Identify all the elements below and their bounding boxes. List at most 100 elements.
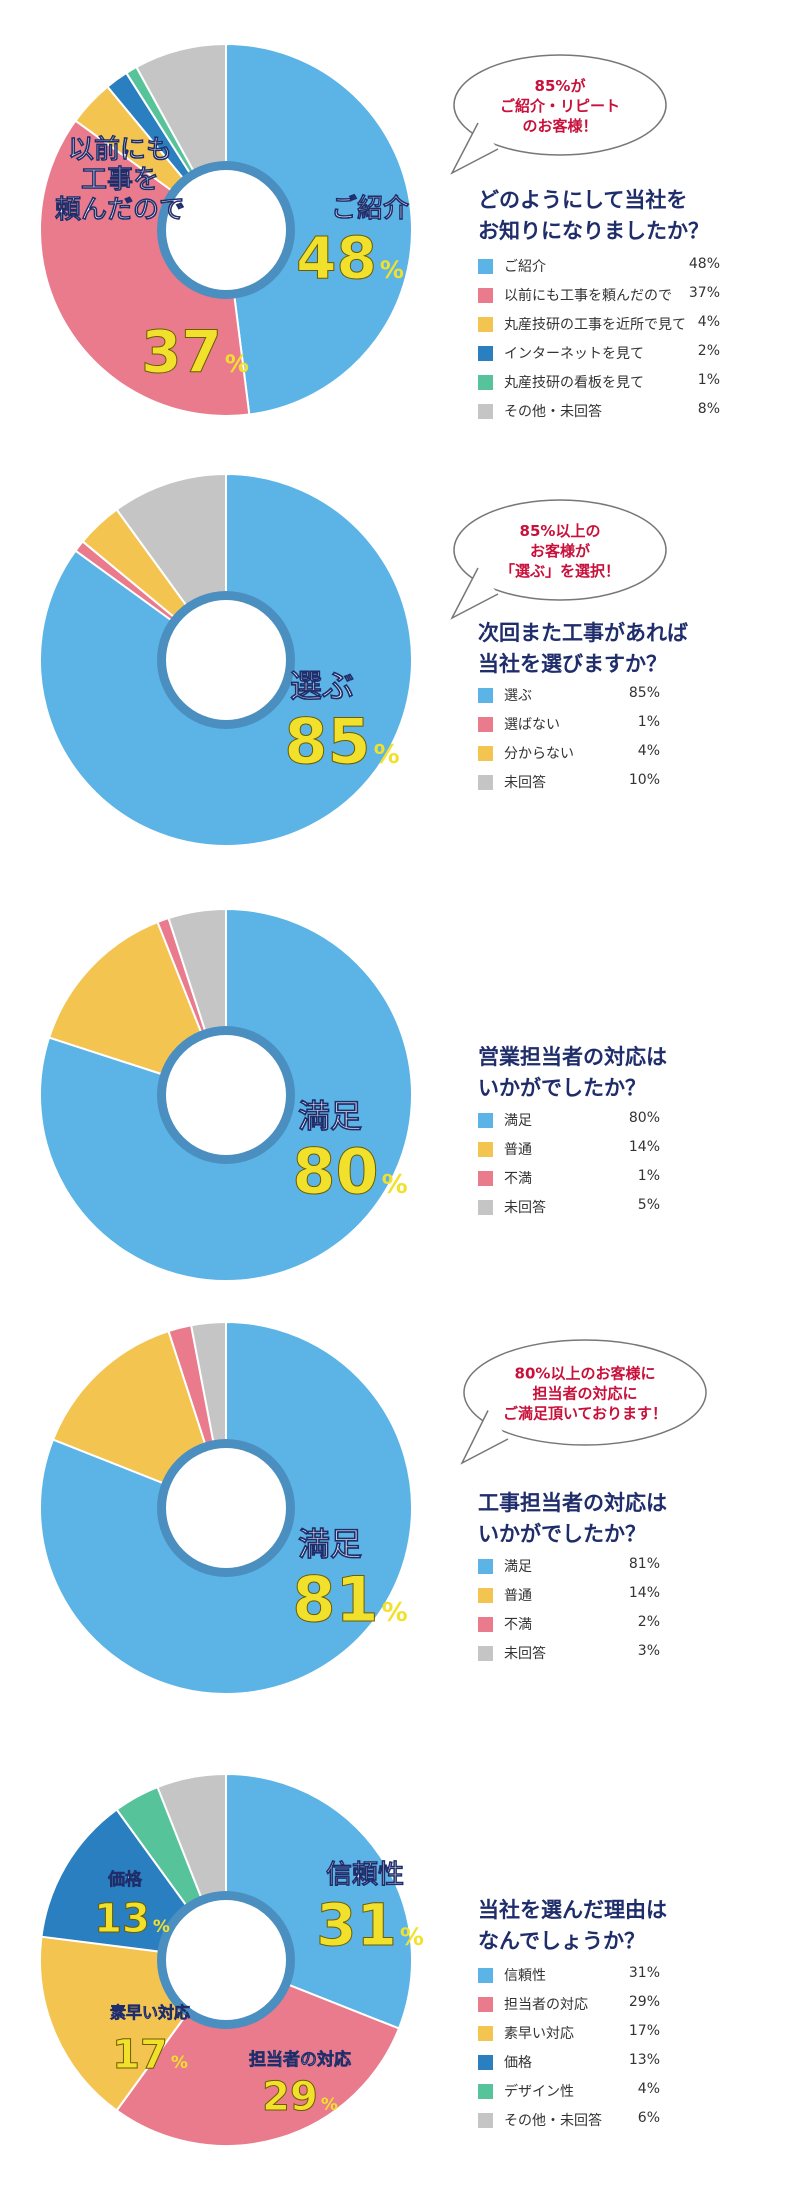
legend-swatch <box>478 2055 493 2070</box>
speech-bubble-text: 「選ぶ」を選択！ <box>500 562 620 580</box>
question-title-line: 営業担当者の対応は <box>478 1045 667 1069</box>
legend-label: 未回答 <box>504 1646 546 1662</box>
legend-label: 不満 <box>504 1171 532 1187</box>
legend-swatch <box>478 2026 493 2041</box>
legend-swatch <box>478 1113 493 1128</box>
legend-swatch <box>478 1588 493 1603</box>
legend-value: 14% <box>628 1585 660 1601</box>
question-title: 工事担当者の対応は いかがでしたか？ <box>478 1488 667 1550</box>
speech-bubble-tail <box>460 1410 509 1465</box>
question-title-line: いかがでしたか？ <box>478 1522 646 1546</box>
legend-swatch <box>478 346 493 361</box>
legend-label: 未回答 <box>504 775 546 791</box>
legend-swatch <box>478 2113 493 2128</box>
callout-label: 以前にも <box>68 134 172 165</box>
speech-bubble-text: のお客様！ <box>522 117 597 135</box>
legend-label: その他・未回答 <box>504 2113 602 2129</box>
speech-bubble-tail <box>450 122 499 175</box>
callout-value: 48% <box>296 224 404 292</box>
legend-label: 丸産技研の工事を近所で見て <box>504 317 686 333</box>
legend-label: 選ぶ <box>504 688 532 704</box>
legend-swatch <box>478 1171 493 1186</box>
speech-bubble-text: ご満足頂いております！ <box>503 1405 667 1423</box>
donut-inner-ring <box>157 1026 295 1164</box>
legend-value: 14% <box>628 1139 660 1155</box>
question-title: 営業担当者の対応は いかがでしたか？ <box>478 1042 667 1104</box>
callout-label: 担当者の対応 <box>249 2049 351 2070</box>
question-title-line: 工事担当者の対応は <box>478 1491 667 1515</box>
legend-label: 不満 <box>504 1617 532 1633</box>
legend-label: 素早い対応 <box>504 2026 574 2042</box>
pie-slice-丸産技研の看板を見て <box>124 65 227 231</box>
legend-swatch <box>478 259 493 274</box>
question-title: 当社を選んだ理由は なんでしょうか？ <box>478 1895 667 1957</box>
legend-value: 13% <box>628 2052 660 2068</box>
speech-bubble-text: 85%以上の <box>520 522 601 540</box>
pie-slice-以前にも工事を頼んだので <box>39 119 251 417</box>
legend-value: 4% <box>637 2081 660 2097</box>
legend-label: 満足 <box>504 1559 532 1575</box>
legend-value: 1% <box>697 372 720 388</box>
legend-value: 85% <box>628 685 660 701</box>
donut-inner-ring <box>157 591 295 729</box>
legend-label: その他・未回答 <box>504 404 602 420</box>
legend-swatch <box>478 404 493 419</box>
legend-swatch <box>478 688 493 703</box>
legend-label: 未回答 <box>504 1200 546 1216</box>
pie-slice-不満 <box>167 1324 227 1509</box>
pie-slice-満足 <box>39 907 413 1282</box>
legend-value: 17% <box>628 2023 660 2039</box>
legend-value: 37% <box>688 285 720 301</box>
donut-hole <box>166 170 286 290</box>
legend-label: 普通 <box>504 1142 532 1158</box>
pie-slice-ご紹介 <box>225 42 413 416</box>
callout-label: 信頼性 <box>326 1860 404 1890</box>
legend-value: 31% <box>628 1965 660 1981</box>
legend-swatch <box>478 717 493 732</box>
pie-slice-担当者の対応 <box>115 1958 401 2147</box>
legend-value: 48% <box>688 256 720 272</box>
donut-hole <box>166 600 286 720</box>
callout-label: ご紹介 <box>331 193 410 224</box>
pie-slice-選ぶ <box>39 472 413 847</box>
legend-value: 10% <box>628 772 660 788</box>
legend-value: 81% <box>628 1556 660 1572</box>
legend-value: 6% <box>637 2110 660 2126</box>
legend-value: 1% <box>637 1168 660 1184</box>
question-title-line: 当社を選びますか？ <box>478 652 667 676</box>
callout-label: 工事を <box>81 165 159 195</box>
legend-swatch <box>478 1646 493 1661</box>
pie-slice-不満 <box>156 916 227 1096</box>
legend-swatch <box>478 1617 493 1632</box>
pie-slice-分からない <box>81 508 227 661</box>
callout-label: 満足 <box>298 1525 362 1563</box>
legend-swatch <box>478 317 493 332</box>
legend-label: 普通 <box>504 1588 532 1604</box>
question-title: 次回また工事があれば 当社を選びますか？ <box>478 618 688 680</box>
donut-inner-ring <box>157 161 295 299</box>
pie-slice-普通 <box>47 920 228 1097</box>
legend-value: 3% <box>637 1643 660 1659</box>
callout-label: 頼んだので <box>55 195 185 225</box>
pie-slice-信頼性 <box>225 1772 413 2030</box>
callout-value: 31% <box>316 1891 424 1959</box>
speech-bubble-outline <box>453 54 667 156</box>
legend-swatch <box>478 746 493 761</box>
speech-bubble-outline <box>463 1339 707 1446</box>
question-title: どのようにして当社を お知りになりましたか？ <box>478 185 709 247</box>
pie-slice-未回答 <box>189 1320 227 1509</box>
callout-value: 13% <box>94 1896 170 1942</box>
callout-label: 素早い対応 <box>110 2003 190 2022</box>
callout-label: 価格 <box>107 1869 143 1890</box>
legend-value: 80% <box>628 1110 660 1126</box>
pie-slice-未回答 <box>115 472 227 664</box>
speech-bubble-text: 担当者の対応に <box>532 1385 637 1403</box>
legend-swatch <box>478 1997 493 2012</box>
legend-label: デザイン性 <box>504 2084 574 2100</box>
legend-value: 4% <box>697 314 720 330</box>
callout-label: 選ぶ <box>290 667 354 705</box>
legend-value: 4% <box>637 743 660 759</box>
callout-value: 81% <box>292 1563 407 1636</box>
